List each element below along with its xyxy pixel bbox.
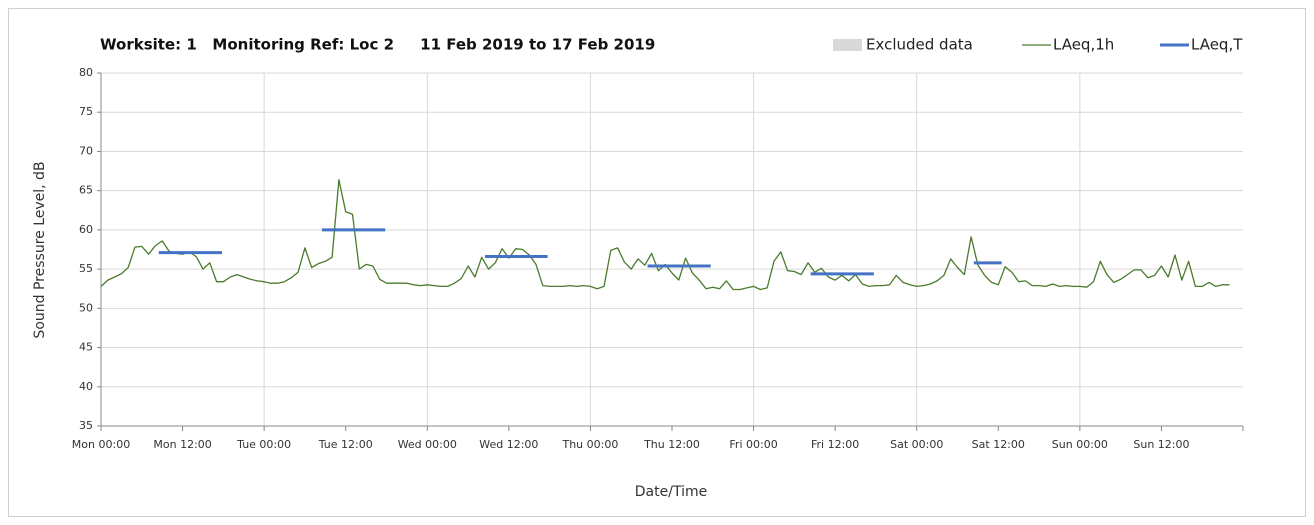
y-tick-label: 50 bbox=[79, 301, 93, 314]
x-tick-label: Fri 12:00 bbox=[811, 438, 859, 451]
x-tick-label: Thu 00:00 bbox=[561, 438, 618, 451]
x-tick-label: Fri 00:00 bbox=[729, 438, 777, 451]
x-tick-label: Thu 12:00 bbox=[643, 438, 700, 451]
x-tick-label: Sat 00:00 bbox=[890, 438, 943, 451]
y-axis-title: Sound Pressure Level, dB bbox=[32, 161, 48, 338]
x-tick-label: Sun 00:00 bbox=[1052, 438, 1108, 451]
y-tick-label: 35 bbox=[79, 419, 93, 432]
x-axis-title: Date/Time bbox=[635, 484, 707, 500]
x-tick-label: Mon 00:00 bbox=[72, 438, 130, 451]
legend-label: Excluded data bbox=[866, 36, 973, 54]
legend-swatch bbox=[833, 39, 862, 51]
x-tick-label: Sun 12:00 bbox=[1133, 438, 1189, 451]
legend-label: LAeq,T bbox=[1191, 36, 1243, 54]
x-tick-label: Tue 00:00 bbox=[236, 438, 291, 451]
y-tick-label: 80 bbox=[79, 66, 93, 79]
y-tick-label: 60 bbox=[79, 223, 93, 236]
y-tick-label: 45 bbox=[79, 341, 93, 354]
chart-title: Worksite: 1 Monitoring Ref: Loc 2 11 Feb… bbox=[100, 36, 655, 54]
x-tick-label: Mon 12:00 bbox=[153, 438, 211, 451]
y-tick-label: 75 bbox=[79, 105, 93, 118]
y-tick-label: 70 bbox=[79, 144, 93, 157]
y-tick-label: 65 bbox=[79, 184, 93, 197]
y-tick-label: 40 bbox=[79, 380, 93, 393]
y-tick-label: 55 bbox=[79, 262, 93, 275]
x-tick-label: Tue 12:00 bbox=[318, 438, 373, 451]
chart-frame bbox=[8, 8, 1306, 517]
x-tick-label: Sat 12:00 bbox=[972, 438, 1025, 451]
x-tick-label: Wed 12:00 bbox=[479, 438, 538, 451]
legend-label: LAeq,1h bbox=[1053, 36, 1114, 54]
line-series bbox=[100, 179, 1230, 291]
x-tick-label: Wed 00:00 bbox=[398, 438, 457, 451]
